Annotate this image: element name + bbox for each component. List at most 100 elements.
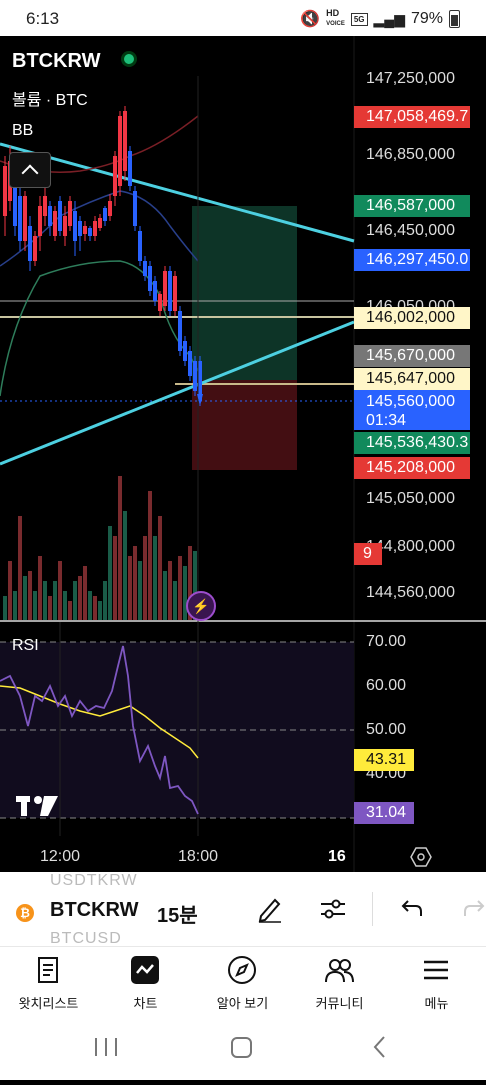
nav-chart[interactable]: 차트 (97, 947, 194, 1023)
price-axis-label: 146,450,000 (366, 222, 455, 239)
nav-menu[interactable]: 메뉴 (388, 947, 485, 1023)
system-navigation-bar (0, 1022, 486, 1080)
compass-icon (228, 956, 256, 984)
volume-bar (193, 551, 197, 620)
mute-icon: 🔇 (300, 11, 321, 28)
candle-body (153, 281, 157, 301)
volume-tag: 9 (354, 543, 382, 565)
candle-body (73, 211, 77, 241)
pen-icon (258, 898, 281, 923)
volume-bar (188, 546, 192, 620)
hexagon-settings-icon (410, 847, 432, 867)
undo-button[interactable] (396, 894, 426, 924)
time-axis-label: 16 (328, 848, 346, 865)
volume-bar (23, 576, 27, 620)
candle-body (28, 226, 32, 261)
nav-ideas[interactable]: 알아 보기 (194, 947, 291, 1023)
community-icon (325, 959, 354, 983)
chart-area[interactable]: BTCKRW 볼륨 · BTC BB 147,250,000 146,850,0… (0, 36, 486, 872)
bb-indicator-label[interactable]: BB (12, 122, 34, 139)
battery-percent: 79% (410, 10, 443, 27)
bb-upper-tag: 147,058,469.7 (354, 106, 470, 128)
last-price-tag: 145,560,000 01:34 (354, 390, 470, 430)
lightning-button[interactable]: ⚡ (186, 591, 216, 621)
status-bar: 6:13 🔇 HD VOICE 5G ▂▄▆ 79% (0, 0, 486, 36)
collapse-indicators-button[interactable] (9, 152, 51, 188)
candle-body (3, 166, 7, 216)
chart-settings-button[interactable] (410, 846, 432, 868)
indicators-button[interactable] (318, 894, 348, 924)
volume-bar (168, 561, 172, 620)
volume-bar (43, 581, 47, 620)
recent-apps-icon (95, 1038, 117, 1056)
candlesticks (3, 106, 202, 406)
candle-body (123, 111, 127, 171)
candle-body (58, 201, 62, 231)
rsi-line (0, 645, 199, 815)
nav-community[interactable]: 커뮤니티 (291, 947, 388, 1023)
candle-body (103, 208, 107, 221)
volume-bar (108, 526, 112, 620)
home-icon (231, 1037, 252, 1058)
volume-bar (158, 516, 162, 620)
volume-bar (83, 566, 87, 620)
price-chart-canvas[interactable] (0, 36, 486, 872)
bar-countdown: 01:34 (366, 412, 407, 429)
candle-body (63, 216, 67, 236)
candle-body (168, 271, 172, 311)
candle-body (93, 221, 97, 236)
candle-body (68, 201, 72, 226)
volume-bar (98, 601, 102, 620)
chevron-up-icon (21, 164, 39, 182)
volume-bar (68, 601, 72, 620)
volume-label[interactable]: 볼륨 · BTC (12, 92, 88, 109)
nav-watchlist[interactable]: 왓치리스트 (0, 947, 97, 1023)
candle-body (198, 361, 202, 401)
volume-bar (163, 571, 167, 620)
rsi-ma-line (0, 685, 199, 759)
prev-symbol-ghost: USDTKRW (50, 872, 138, 889)
candle-body (43, 196, 47, 216)
price-axis-label: 144,800,000 (366, 538, 455, 555)
rsi-value-tag: 31.04 (354, 802, 414, 824)
nav-chart-label: 차트 (133, 996, 158, 1011)
drawing-tool-button[interactable] (255, 894, 285, 924)
hamburger-menu-icon (424, 960, 448, 980)
volume-bar (88, 591, 92, 620)
volume-bar (8, 561, 12, 620)
candle-body (133, 191, 137, 226)
sliders-icon (321, 899, 345, 919)
nav-menu-label: 메뉴 (424, 996, 449, 1011)
chart-symbol: BTCKRW (12, 50, 101, 72)
candle-body (38, 206, 42, 236)
rsi-label[interactable]: RSI (12, 637, 39, 654)
volume-bar (123, 511, 127, 620)
bollinger-band-line (0, 260, 199, 397)
candle-body (53, 211, 57, 236)
bb-lower-tag: 145,536,430.3 (354, 432, 470, 454)
tradingview-logo-icon[interactable] (16, 796, 58, 816)
stop-loss-tag: 145,208,000 (354, 457, 470, 479)
take-profit-zone (192, 206, 297, 380)
redo-icon (464, 900, 485, 916)
candle-body (83, 226, 87, 234)
symbol-selector[interactable]: BTCKRW (50, 899, 139, 921)
volume-bar (148, 491, 152, 620)
candle-body (193, 361, 197, 391)
volume-bar (183, 566, 187, 620)
volume-bar (38, 556, 42, 620)
candle-body (48, 206, 52, 226)
volume-bar (143, 536, 147, 620)
candle-body (148, 266, 152, 291)
gray-price-tag: 145,670,000 (354, 345, 470, 367)
volume-bar (118, 476, 122, 620)
price-axis-label: 144,560,000 (366, 584, 455, 601)
redo-button[interactable] (460, 894, 486, 924)
stop-loss-zone (192, 380, 297, 470)
rsi-axis-label: 70.00 (366, 633, 407, 650)
candle-body (143, 261, 147, 276)
toolbar-divider (372, 892, 373, 926)
interval-selector[interactable]: 15분 (157, 905, 198, 927)
bottom-navigation: 왓치리스트 차트 알아 보기 커뮤니티 메뉴 (0, 946, 486, 1023)
next-symbol-ghost: BTCUSD (50, 930, 122, 947)
